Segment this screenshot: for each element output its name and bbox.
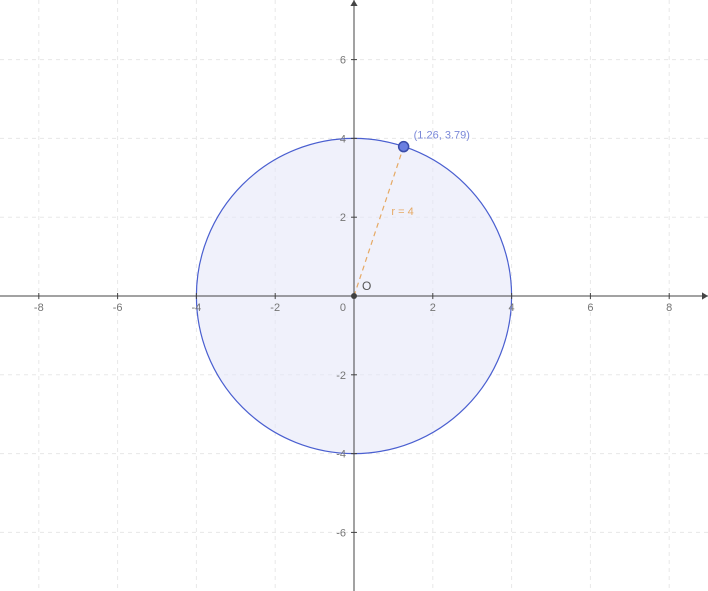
x-tick-label: 8 — [666, 302, 672, 314]
plot-svg: -8 -6 -4 -2 0 2 4 6 8 -6 -4 -2 2 4 6 r = 4 O (1.26, 3.79) — [0, 0, 708, 591]
coordinate-plane: -8 -6 -4 -2 0 2 4 6 8 -6 -4 -2 2 4 6 r = 4 O (1.26, 3.79) — [0, 0, 708, 591]
x-tick-label: 4 — [509, 302, 515, 314]
x-tick-label: 2 — [430, 302, 436, 314]
y-tick-label: -4 — [336, 449, 346, 461]
x-axis-arrow — [702, 292, 708, 299]
origin-point — [351, 293, 357, 299]
x-tick-label: -6 — [113, 302, 123, 314]
x-tick-label: -2 — [270, 302, 280, 314]
circle-point-label: (1.26, 3.79) — [414, 130, 470, 142]
circle-point[interactable] — [399, 142, 409, 152]
radius-label: r = 4 — [391, 206, 413, 218]
y-tick-label: 2 — [340, 212, 346, 224]
x-tick-label: 6 — [587, 302, 593, 314]
y-tick-label: 6 — [340, 55, 346, 67]
y-tick-label: -2 — [336, 370, 346, 382]
x-tick-label: 0 — [340, 302, 346, 314]
origin-label: O — [362, 279, 371, 293]
x-tick-label: -8 — [34, 302, 44, 314]
y-tick-label: 4 — [340, 133, 346, 145]
y-axis-arrow — [350, 0, 357, 6]
y-tick-label: -6 — [336, 527, 346, 539]
x-tick-label: -4 — [192, 302, 202, 314]
